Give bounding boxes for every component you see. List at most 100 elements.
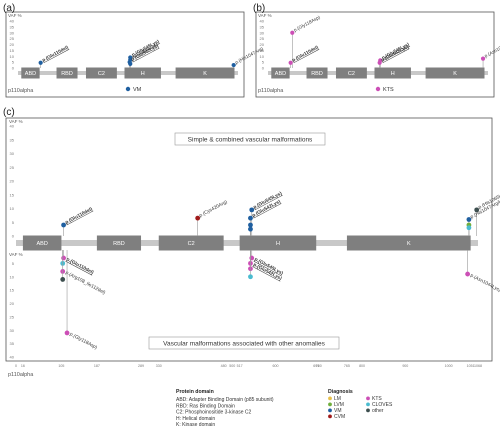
lollipop-point [231,62,236,68]
legend-swatch [375,86,381,92]
domain-label: K [203,71,207,77]
domain-label: H [141,71,145,77]
domain-k [175,67,235,79]
domain-label: RBD [311,71,323,77]
lollipop-point [465,271,471,277]
legends: Protein domain ABD: Adapter Binding Domai… [176,389,393,428]
domain-label: H [391,71,395,77]
x-tick-label: 517 [237,364,243,368]
x-tick-label: 1051 [467,364,475,368]
x-tick-label: 1068 [474,364,482,368]
diagnosis-swatch [328,408,332,413]
y-tick-label: 10 [10,206,15,211]
x-tick-label: 900 [402,364,408,368]
domain-rbd [96,235,142,251]
lollipop-point [248,215,253,221]
domain-label: H [276,241,280,247]
x-tick-label: 16 [21,364,25,368]
y-tick-label: 10 [10,54,15,59]
x-tick-label: 330 [156,364,162,368]
y-tick-label: 40 [260,19,265,24]
lollipop-point [377,60,382,65]
y-axis-label: VAF % [258,13,272,18]
x-tick-label: 800 [359,364,365,368]
protein-name: p110alpha [8,88,34,94]
legend-swatch [125,86,131,92]
diagnosis-label: LVM [334,402,344,408]
diagnosis-swatch [366,396,370,401]
y-tick-label: 25 [10,165,15,170]
bottom-title-box [148,336,340,350]
diagnosis-swatch [328,396,332,401]
x-tick-label: 500 [229,364,235,368]
lollipop-point [466,225,472,231]
lollipop-point [61,222,66,228]
lollipop-point [466,217,472,222]
protein-legend-item: C2: Phosphoinositide 3-kinase C2 [176,410,252,416]
lollipop-point [474,207,480,213]
mutation-label: p.(Asn1044Lys) [484,39,500,59]
y-tick-label: 15 [260,48,265,53]
legend-label: KTS [383,87,394,93]
domain-abd [22,235,62,251]
lollipop-point [195,215,201,221]
y-tick-label: 0 [12,234,15,239]
domain-h [374,67,411,79]
x-tick-label: 289 [138,364,144,368]
domain-label: ABD [25,71,36,77]
y-tick-label: 25 [10,36,15,41]
x-tick-label: 694 [313,364,319,368]
y-tick-label: 30 [260,30,265,35]
lollipop-point [480,56,486,61]
diagnosis-label: other [372,408,384,414]
bottom-title: Vascular malformations associated with o… [163,341,325,348]
protein-legend-item: K: Kinase domain [176,422,215,428]
diagnosis-legend-title: Diagnosis [328,389,353,395]
x-tick-label: 187 [94,364,100,368]
domain-k [346,235,471,251]
panel-frame [255,11,495,98]
lollipop-point [248,222,253,228]
x-tick-label: 105 [58,364,64,368]
lollipop-point [64,330,70,336]
diagnosis-label: VM [334,408,342,414]
y-tick-label: 20 [10,179,15,184]
top-title: Simple & combined vascular malformations [188,137,313,144]
domain-abd [21,67,40,79]
diagnosis-label: CLOVES [372,402,393,408]
diagnosis-label: KTS [372,396,382,402]
lollipop-point [60,277,66,282]
lollipop-point [288,60,293,65]
x-tick-label: 0 [15,364,17,368]
protein-name: p110alpha [8,372,34,378]
protein-name: p110alpha [258,88,284,94]
domain-c2 [158,235,224,251]
y-tick-label: 0 [12,66,15,71]
panel-label: (b) [253,3,265,14]
protein-legend-item: H: Helical domain [176,416,215,422]
protein-legend-item: RBD: Ras Binding Domain [176,403,235,409]
y-tick-label: 10 [10,274,15,279]
x-tick-label: 765 [344,364,350,368]
domain-label: RBD [61,71,73,77]
domain-label: K [453,71,457,77]
mutation-label: p.(Gly118Asp) [69,331,99,351]
y-tick-label: 5 [12,60,15,65]
y-tick-label: 15 [10,192,15,197]
y-tick-label: 30 [10,151,15,156]
domain-rbd [306,67,328,79]
x-tick-label: 1000 [445,364,453,368]
y-axis-label: VAF % [8,13,22,18]
domain-label: K [407,241,411,247]
lollipop-point [128,61,133,66]
domain-label: ABD [275,71,286,77]
mutation-label: p.(Gly118Asp) [293,14,321,32]
y-tick-label: 35 [10,137,15,142]
panel-label: (c) [3,107,15,118]
panel-frame [5,117,493,362]
lollipop-point [38,60,43,65]
domain-label: RBD [113,241,125,247]
